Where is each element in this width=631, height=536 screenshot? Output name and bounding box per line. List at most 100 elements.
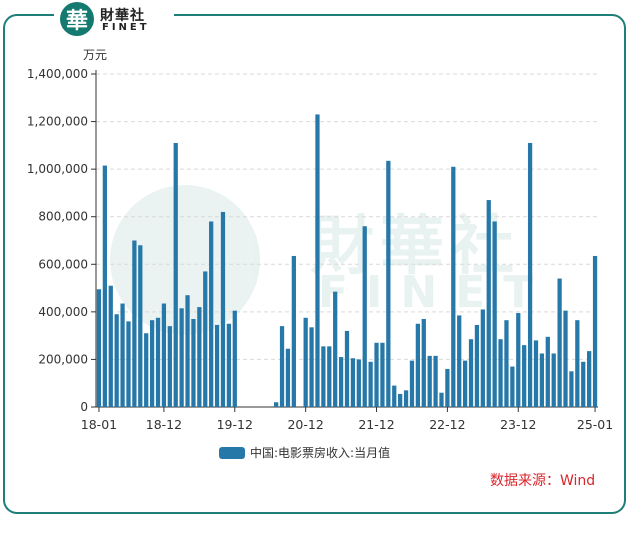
bar[interactable] — [527, 142, 533, 407]
bar[interactable] — [167, 326, 172, 407]
bar[interactable] — [504, 320, 509, 407]
finet-logo: 華 財華社 FINET — [54, 0, 174, 40]
bar[interactable] — [592, 255, 598, 407]
bar[interactable] — [462, 360, 468, 407]
bar[interactable] — [126, 321, 131, 407]
bar[interactable] — [368, 361, 373, 407]
bar[interactable] — [474, 324, 480, 407]
bar[interactable] — [279, 326, 285, 407]
bar[interactable] — [114, 314, 119, 407]
bar[interactable] — [545, 336, 550, 407]
bar[interactable] — [96, 289, 102, 407]
bar[interactable] — [409, 360, 415, 407]
bar[interactable] — [226, 323, 232, 407]
bar[interactable] — [132, 240, 137, 408]
bar[interactable] — [102, 165, 107, 407]
bar[interactable] — [486, 200, 491, 407]
watermark-en: FINET — [318, 267, 552, 318]
bar[interactable] — [350, 358, 356, 407]
bar[interactable] — [533, 340, 539, 407]
bar[interactable] — [374, 342, 379, 407]
x-tick-label: 21-12 — [358, 417, 394, 432]
x-tick-label: 23-12 — [500, 417, 536, 432]
bar[interactable] — [303, 317, 308, 407]
bar[interactable] — [480, 309, 485, 407]
bar[interactable] — [338, 357, 344, 407]
bar[interactable] — [551, 353, 556, 407]
bar[interactable] — [185, 295, 190, 407]
x-tick-label: 19-12 — [217, 417, 253, 432]
bar[interactable] — [197, 307, 202, 407]
bar[interactable] — [415, 323, 420, 407]
bar[interactable] — [539, 353, 545, 407]
bar[interactable] — [575, 320, 580, 407]
bar[interactable] — [386, 160, 391, 407]
bar[interactable] — [173, 142, 178, 407]
bar[interactable] — [315, 114, 320, 407]
bar[interactable] — [120, 303, 125, 407]
bar[interactable] — [516, 313, 521, 407]
bar[interactable] — [232, 310, 237, 407]
bar[interactable] — [362, 226, 367, 407]
bar[interactable] — [155, 317, 161, 407]
bar[interactable] — [439, 392, 444, 407]
bar[interactable] — [457, 315, 462, 407]
bar[interactable] — [569, 371, 574, 407]
bar[interactable] — [291, 255, 296, 407]
bar[interactable] — [433, 355, 438, 407]
y-tick-label: 400,000 — [38, 305, 88, 319]
bar[interactable] — [451, 166, 456, 407]
bar[interactable] — [203, 271, 208, 407]
bar[interactable] — [191, 318, 196, 407]
data-source: 数据来源：Wind — [490, 473, 596, 489]
bar[interactable] — [392, 385, 397, 407]
y-tick-label: 0 — [80, 400, 88, 414]
bar[interactable] — [581, 361, 586, 407]
legend[interactable]: 中国:电影票房收入:当月值 — [219, 444, 390, 461]
bar[interactable] — [138, 245, 143, 407]
logo-en: FINET — [102, 22, 150, 33]
bar[interactable] — [398, 393, 403, 407]
x-tick-label: 20-12 — [287, 417, 323, 432]
y-tick-label: 200,000 — [38, 352, 88, 366]
bar[interactable] — [468, 339, 474, 407]
bar[interactable] — [492, 221, 497, 407]
bar[interactable] — [149, 320, 155, 407]
bar[interactable] — [427, 355, 432, 407]
bar[interactable] — [587, 351, 592, 407]
bar[interactable] — [344, 330, 350, 407]
bar[interactable] — [327, 346, 332, 407]
bar[interactable] — [557, 278, 562, 407]
bar[interactable] — [356, 359, 361, 407]
bar[interactable] — [321, 346, 326, 407]
bar[interactable] — [510, 366, 515, 407]
bar[interactable] — [214, 324, 220, 407]
bar[interactable] — [498, 339, 503, 407]
bar[interactable] — [522, 345, 527, 407]
y-tick-label: 1,000,000 — [27, 162, 88, 176]
y-tick-label: 1,400,000 — [27, 67, 88, 81]
bar[interactable] — [421, 318, 426, 407]
bar[interactable] — [445, 368, 450, 407]
bar[interactable] — [108, 285, 113, 407]
bar[interactable] — [403, 390, 409, 407]
y-axis-unit: 万元 — [83, 48, 108, 62]
bar[interactable] — [220, 211, 226, 407]
bar[interactable] — [285, 348, 291, 407]
x-tick-label: 25-01 — [577, 417, 613, 432]
bar[interactable] — [563, 310, 568, 407]
y-tick-label: 600,000 — [38, 257, 88, 271]
x-tick-label: 22-12 — [429, 417, 465, 432]
bar[interactable] — [144, 333, 149, 407]
logo-seal-icon: 華 — [60, 2, 94, 36]
bar[interactable] — [161, 303, 167, 407]
x-tick-label: 18-01 — [81, 417, 117, 432]
bar[interactable] — [209, 221, 214, 407]
bar[interactable] — [179, 308, 184, 407]
bar[interactable] — [274, 402, 279, 407]
bar[interactable] — [380, 342, 385, 407]
bar[interactable] — [333, 291, 338, 407]
bar[interactable] — [309, 327, 314, 407]
watermark-cn: 財華社 — [310, 210, 520, 284]
legend-swatch — [219, 446, 245, 459]
